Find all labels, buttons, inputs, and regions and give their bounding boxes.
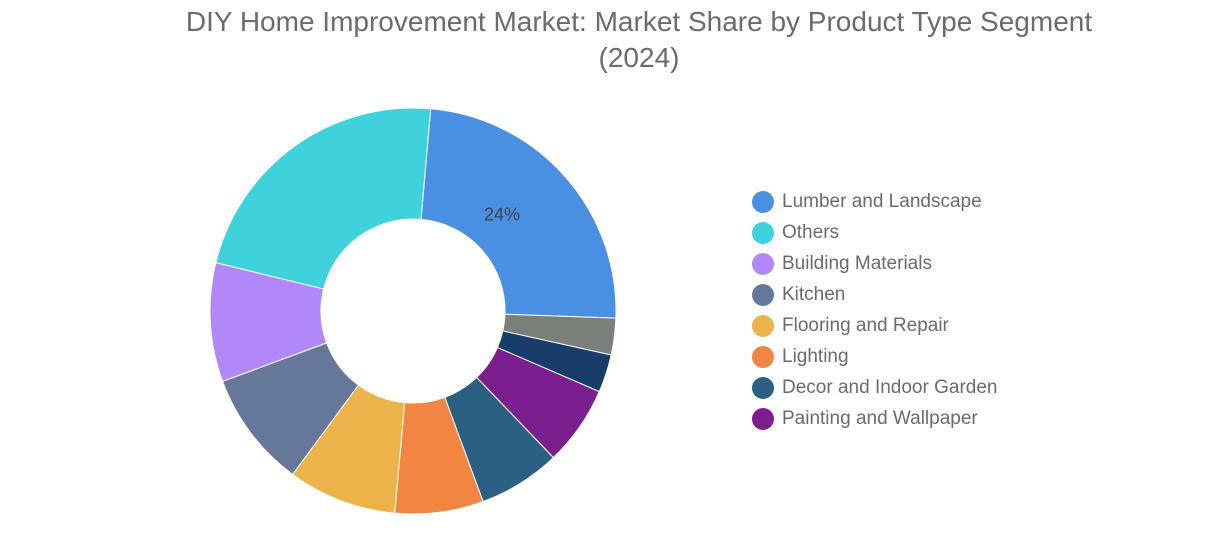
- legend-item-others[interactable]: Others: [752, 217, 997, 248]
- legend-swatch: [752, 346, 774, 369]
- legend-swatch: [752, 283, 774, 306]
- slice-others[interactable]: [215, 107, 432, 290]
- legend-label: Building Materials: [782, 252, 932, 274]
- legend-label: Decor and Indoor Garden: [782, 377, 998, 399]
- legend-item-building-materials[interactable]: Building Materials: [752, 248, 997, 279]
- legend-item-flooring-and-repair[interactable]: Flooring and Repair: [752, 310, 997, 341]
- legend-label: Lumber and Landscape: [782, 190, 982, 212]
- legend-item-lighting[interactable]: Lighting: [752, 341, 997, 372]
- legend-label: Flooring and Repair: [782, 314, 949, 336]
- legend-swatch: [752, 408, 774, 431]
- legend-item-kitchen[interactable]: Kitchen: [752, 279, 997, 310]
- legend-swatch: [752, 190, 774, 213]
- chart-title: DIY Home Improvement Market: Market Shar…: [0, 4, 1225, 76]
- legend-item-decor-and-indoor-garden[interactable]: Decor and Indoor Garden: [752, 373, 997, 404]
- legend-swatch: [752, 377, 774, 400]
- data-labels: 24%: [484, 205, 520, 225]
- legend-swatch: [752, 314, 774, 337]
- legend-label: Others: [782, 221, 840, 243]
- legend-label: Lighting: [782, 346, 849, 368]
- donut-slices: [209, 107, 617, 515]
- legend-swatch: [752, 252, 774, 275]
- chart-legend: Lumber and Landscape Others Building Mater…: [752, 186, 997, 435]
- chart-title-line-2: (2024): [598, 42, 680, 73]
- chart-title-line-1: DIY Home Improvement Market: Market Shar…: [185, 6, 1093, 37]
- data-label-lumber-and-landscape: 24%: [484, 205, 520, 225]
- legend-label: Kitchen: [782, 283, 846, 305]
- slice-lumber-and-landscape[interactable]: [420, 108, 617, 319]
- legend-swatch: [752, 221, 774, 244]
- legend-item-painting-and-wallpaper[interactable]: Painting and Wallpaper: [752, 404, 997, 435]
- legend-label: Painting and Wallpaper: [782, 408, 978, 430]
- legend-item-lumber-and-landscape[interactable]: Lumber and Landscape: [752, 186, 997, 217]
